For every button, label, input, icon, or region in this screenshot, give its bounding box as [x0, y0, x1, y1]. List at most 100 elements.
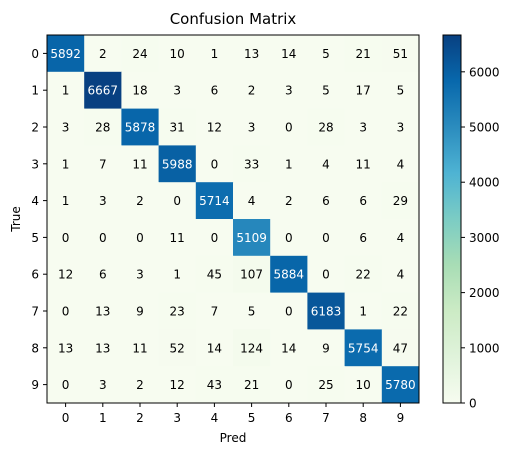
heatmap-cell-7-2 [121, 292, 160, 330]
heatmap-cell-2-5 [233, 108, 271, 146]
colorbar-tick-label-6000: 6000 [469, 65, 500, 79]
cell-value-label-0-4: 1 [211, 47, 219, 61]
heatmap-cell-3-8 [344, 145, 383, 183]
heatmap-cell-3-4 [195, 145, 234, 183]
cell-value-label-8-8: 5754 [348, 341, 379, 355]
heatmap-frame [46, 34, 420, 404]
cell-value-label-2-0: 3 [62, 121, 70, 135]
heatmap-cell-3-1 [84, 145, 122, 183]
cell-value-label-4-7: 6 [322, 194, 330, 208]
cell-value-label-1-5: 2 [248, 84, 256, 98]
x-tick-label-7: 7 [322, 411, 330, 425]
cell-value-label-2-1: 28 [95, 121, 110, 135]
heatmap-cell-8-3 [158, 329, 197, 367]
colorbar-ticks: 0 1000 2000 3000 4000 5000 6000 [461, 65, 500, 411]
y-tick-label-4: 4 [31, 194, 39, 208]
cell-value-label-9-6: 0 [285, 378, 293, 392]
cell-value-label-3-6: 1 [285, 157, 293, 171]
cell-value-label-7-4: 7 [211, 305, 219, 319]
heatmap-cell-4-9 [381, 182, 420, 220]
heatmap-cell-1-1 [84, 71, 122, 110]
heatmap-cell-4-1 [84, 182, 122, 220]
cell-value-label-2-9: 3 [397, 121, 405, 135]
heatmap-cell-3-3 [158, 145, 197, 183]
heatmap-cell-9-7 [307, 366, 346, 404]
cell-value-label-3-2: 11 [132, 157, 147, 171]
y-tick-label-9: 9 [31, 378, 39, 392]
x-axis-ticks: 0 1 2 3 4 5 6 7 8 9 [62, 403, 404, 425]
heatmap-cell-1-3 [158, 71, 197, 110]
x-tick-label-0: 0 [62, 411, 70, 425]
cell-value-label-7-5: 5 [248, 305, 256, 319]
cell-value-label-6-7: 0 [322, 268, 330, 282]
heatmap-cell-9-2 [121, 366, 160, 404]
cell-value-label-7-1: 13 [95, 305, 110, 319]
cell-value-label-7-3: 23 [170, 305, 185, 319]
heatmap-cell-2-7 [307, 108, 346, 146]
cell-value-label-1-7: 5 [322, 84, 330, 98]
x-tick-label-6: 6 [285, 411, 293, 425]
heatmap-cell-2-1 [84, 108, 122, 146]
y-axis-label: True [9, 206, 23, 233]
cell-value-label-9-4: 43 [207, 378, 222, 392]
heatmap-cell-8-7 [307, 329, 346, 367]
cell-value-label-3-5: 33 [244, 157, 259, 171]
cell-value-label-3-1: 7 [99, 157, 107, 171]
cell-value-label-4-9: 29 [393, 194, 408, 208]
heatmap-cell-3-9 [381, 145, 420, 183]
cell-value-label-7-2: 9 [136, 305, 144, 319]
colorbar-tick-label-0: 0 [469, 397, 477, 411]
heatmap-cell-4-6 [270, 182, 308, 220]
cell-value-label-3-7: 4 [322, 157, 330, 171]
heatmap-cell-7-8 [344, 292, 383, 330]
heatmap-cell-9-4 [195, 366, 234, 404]
heatmap-cell-5-4 [195, 219, 234, 257]
heatmap-cell-7-4 [195, 292, 234, 330]
cell-value-label-1-2: 18 [132, 84, 147, 98]
cell-value-label-4-2: 2 [136, 194, 144, 208]
heatmap-cell-9-0 [47, 366, 85, 404]
heatmap-cell-2-8 [344, 108, 383, 146]
colorbar-tick-label-1000: 1000 [469, 341, 500, 355]
heatmap-cell-5-7 [307, 219, 346, 257]
cell-value-label-6-3: 1 [173, 268, 181, 282]
heatmap-cell-8-4 [195, 329, 234, 367]
cell-value-label-5-2: 0 [136, 231, 144, 245]
heatmap-cell-1-6 [270, 71, 308, 110]
y-tick-label-7: 7 [31, 305, 39, 319]
heatmap-cell-5-6 [270, 219, 308, 257]
cell-value-label-5-4: 0 [211, 231, 219, 245]
y-tick-label-3: 3 [31, 157, 39, 171]
heatmap-cell-8-1 [84, 329, 122, 367]
cell-value-label-9-9: 5780 [385, 378, 416, 392]
heatmap-cell-4-5 [233, 182, 271, 220]
colorbar-tick-label-3000: 3000 [469, 231, 500, 245]
heatmap-cell-6-2 [121, 255, 160, 294]
cell-value-label-4-3: 0 [173, 194, 181, 208]
heatmap-cell-6-9 [381, 255, 420, 294]
x-tick-label-8: 8 [359, 411, 367, 425]
heatmap-cell-3-6 [270, 145, 308, 183]
cell-value-label-0-2: 24 [132, 47, 147, 61]
x-tick-label-3: 3 [173, 411, 181, 425]
cell-value-label-5-1: 0 [99, 231, 107, 245]
cell-value-label-9-3: 12 [170, 378, 185, 392]
heatmap-cell-7-1 [84, 292, 122, 330]
heatmap-cell-6-7 [307, 255, 346, 294]
cell-value-label-1-6: 3 [285, 84, 293, 98]
heatmap-cell-6-3 [158, 255, 197, 294]
cell-value-label-2-5: 3 [248, 121, 256, 135]
cell-value-label-1-0: 1 [62, 84, 70, 98]
cell-value-label-5-0: 0 [62, 231, 70, 245]
heatmap-cell-9-1 [84, 366, 122, 404]
y-tick-label-0: 0 [31, 47, 39, 61]
cell-value-label-8-5: 124 [240, 341, 263, 355]
cell-value-label-0-8: 21 [356, 47, 371, 61]
cell-value-label-0-9: 51 [393, 47, 408, 61]
y-tick-label-8: 8 [31, 341, 39, 355]
heatmap-cell-5-2 [121, 219, 160, 257]
cell-value-label-2-2: 5878 [125, 121, 156, 135]
cell-value-label-7-0: 0 [62, 305, 70, 319]
heatmap-cell-0-5 [233, 35, 271, 73]
